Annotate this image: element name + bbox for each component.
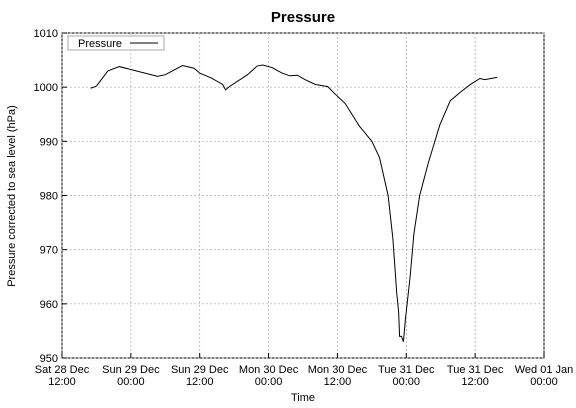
y-axis-label: Pressure corrected to sea level (hPa) <box>6 105 18 287</box>
y-tick-label: 990 <box>40 136 58 148</box>
x-tick-label: Mon 30 Dec 00:00 <box>239 364 299 388</box>
x-tick-label: Tue 31 Dec 00:00 <box>378 364 435 388</box>
x-tick-label: Wed 01 Jan 00:00 <box>515 364 574 388</box>
legend-label: Pressure <box>78 38 122 50</box>
chart-title: Pressure <box>271 9 335 26</box>
x-axis-label: Time <box>291 392 315 403</box>
legend-box <box>67 35 165 51</box>
x-tick-label: Sat 28 Dec 12:00 <box>35 364 90 388</box>
x-tick-label: Sun 29 Dec 12:00 <box>171 364 229 388</box>
y-tick-label: 1010 <box>34 28 58 40</box>
y-tick-label: 1000 <box>34 82 58 94</box>
x-tick-label: Mon 30 Dec 12:00 <box>308 364 368 388</box>
data-line <box>90 64 498 342</box>
y-tick-label: 980 <box>40 191 58 203</box>
y-tick-label: 970 <box>40 245 58 257</box>
y-tick-label: 960 <box>40 299 58 311</box>
x-tick-label: Tue 31 Dec 12:00 <box>447 364 504 388</box>
x-tick-label: Sun 29 Dec 00:00 <box>102 364 160 388</box>
y-tick-label: 950 <box>40 353 58 365</box>
